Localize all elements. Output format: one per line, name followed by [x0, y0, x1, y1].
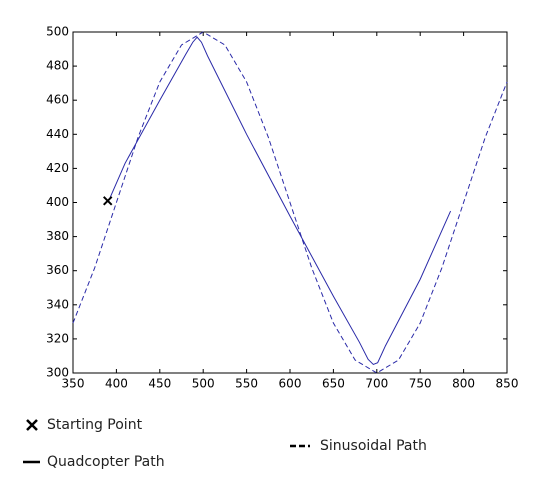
legend-label: Quadcopter Path: [47, 454, 165, 470]
y-tick-label: 480: [46, 59, 69, 73]
x-tick-label: 400: [105, 377, 128, 391]
x-tick-label: 750: [409, 377, 432, 391]
x-tick-label: 700: [365, 377, 388, 391]
legend: Starting Point Sinusoidal Path Quadcopte…: [23, 417, 427, 470]
start-point: [103, 196, 113, 206]
x-tick-label: 350: [62, 377, 85, 391]
y-tick-label: 380: [46, 229, 69, 243]
x-tick-label: 650: [322, 377, 345, 391]
legend-marker: [26, 419, 38, 431]
y-tick-label: 360: [46, 263, 69, 277]
legend-label: Sinusoidal Path: [320, 438, 427, 454]
y-tick-label: 300: [46, 366, 69, 380]
y-tick-label: 420: [46, 161, 69, 175]
y-tick-label: 400: [46, 195, 69, 209]
series-line: [108, 36, 452, 366]
x-tick-label: 850: [496, 377, 519, 391]
legend-label: Starting Point: [47, 417, 143, 433]
x-tick-label: 800: [452, 377, 475, 391]
plot-area: [72, 31, 508, 374]
y-tick-label: 320: [46, 331, 69, 345]
y-tick-label: 500: [46, 25, 69, 39]
x-tick-label: 550: [235, 377, 258, 391]
y-tick-label: 340: [46, 297, 69, 311]
series-line: [72, 31, 508, 374]
x-tick-label: 450: [148, 377, 171, 391]
x-tick-label: 500: [192, 377, 215, 391]
y-tick-label: 460: [46, 93, 69, 107]
y-tick-label: 440: [46, 127, 69, 141]
x-tick-label: 600: [279, 377, 302, 391]
